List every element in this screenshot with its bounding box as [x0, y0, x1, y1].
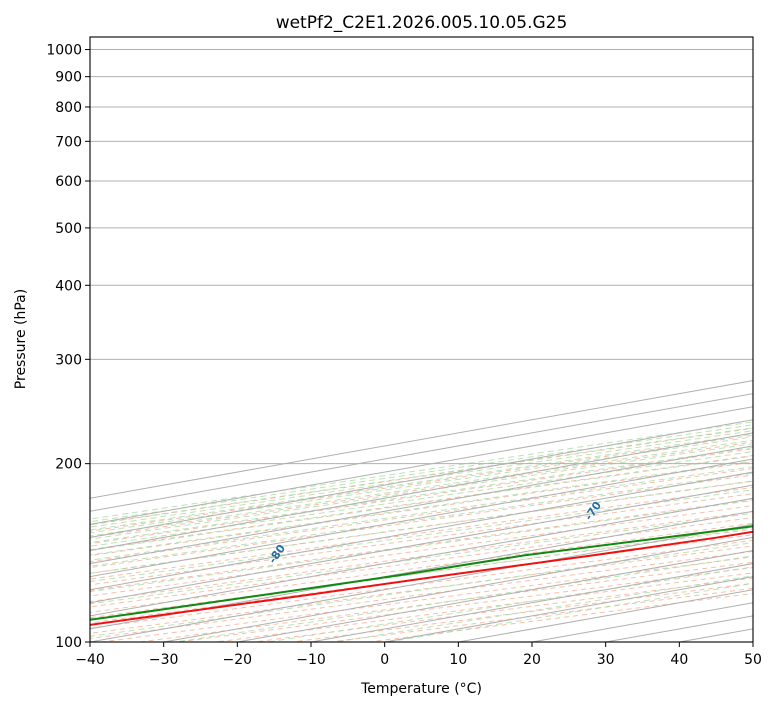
- x-tick-label: −20: [223, 652, 253, 668]
- axis-ticks: −40 −30 −20 −10 0 10 20 30 40 50 100 200 300 400 500 60…: [46, 43, 762, 668]
- x-tick-label: 0: [380, 652, 389, 668]
- isobar-gridlines: [90, 49, 753, 642]
- isotherm-line: [90, 497, 753, 617]
- isotherm-line: [90, 484, 753, 604]
- x-tick-label: 10: [449, 652, 467, 668]
- y-tick-label: 200: [55, 457, 82, 473]
- isotherm-line: [308, 563, 753, 642]
- isotherm-lines: [90, 380, 753, 642]
- x-tick-label: 30: [597, 652, 615, 668]
- y-tick-label: 400: [55, 278, 82, 294]
- y-tick-label: 500: [55, 221, 82, 237]
- y-tick-label: 900: [55, 70, 82, 86]
- x-tick-label: 40: [670, 652, 688, 668]
- y-axis-label: Pressure (hPa): [13, 289, 29, 389]
- isotherm-line: [381, 576, 753, 642]
- y-tick-label: 800: [55, 100, 82, 116]
- chart-title: wetPf2_C2E1.2026.005.10.05.G25: [276, 13, 568, 33]
- x-axis-label: Temperature (°C): [360, 681, 482, 697]
- x-tick-label: 50: [744, 652, 762, 668]
- y-tick-label: 1000: [46, 43, 82, 59]
- x-tick-label: −30: [149, 652, 179, 668]
- isotherm-line: [160, 536, 753, 642]
- x-tick-label: −40: [75, 652, 105, 668]
- isotherm-line: [90, 510, 753, 630]
- plot-frame: [89, 36, 754, 643]
- x-tick-label: 20: [523, 652, 541, 668]
- plot-area: 0.10.20.40.611.52346810131620253036-100-…: [90, 49, 753, 642]
- y-tick-label: 300: [55, 352, 82, 368]
- x-tick-label: −10: [296, 652, 326, 668]
- isotherm-line: [90, 523, 753, 642]
- isotherm-line: [90, 471, 753, 591]
- isotherm-line: [234, 549, 753, 642]
- y-tick-label: 100: [55, 635, 82, 651]
- y-tick-label: 700: [55, 134, 82, 150]
- y-tick-label: 600: [55, 174, 82, 190]
